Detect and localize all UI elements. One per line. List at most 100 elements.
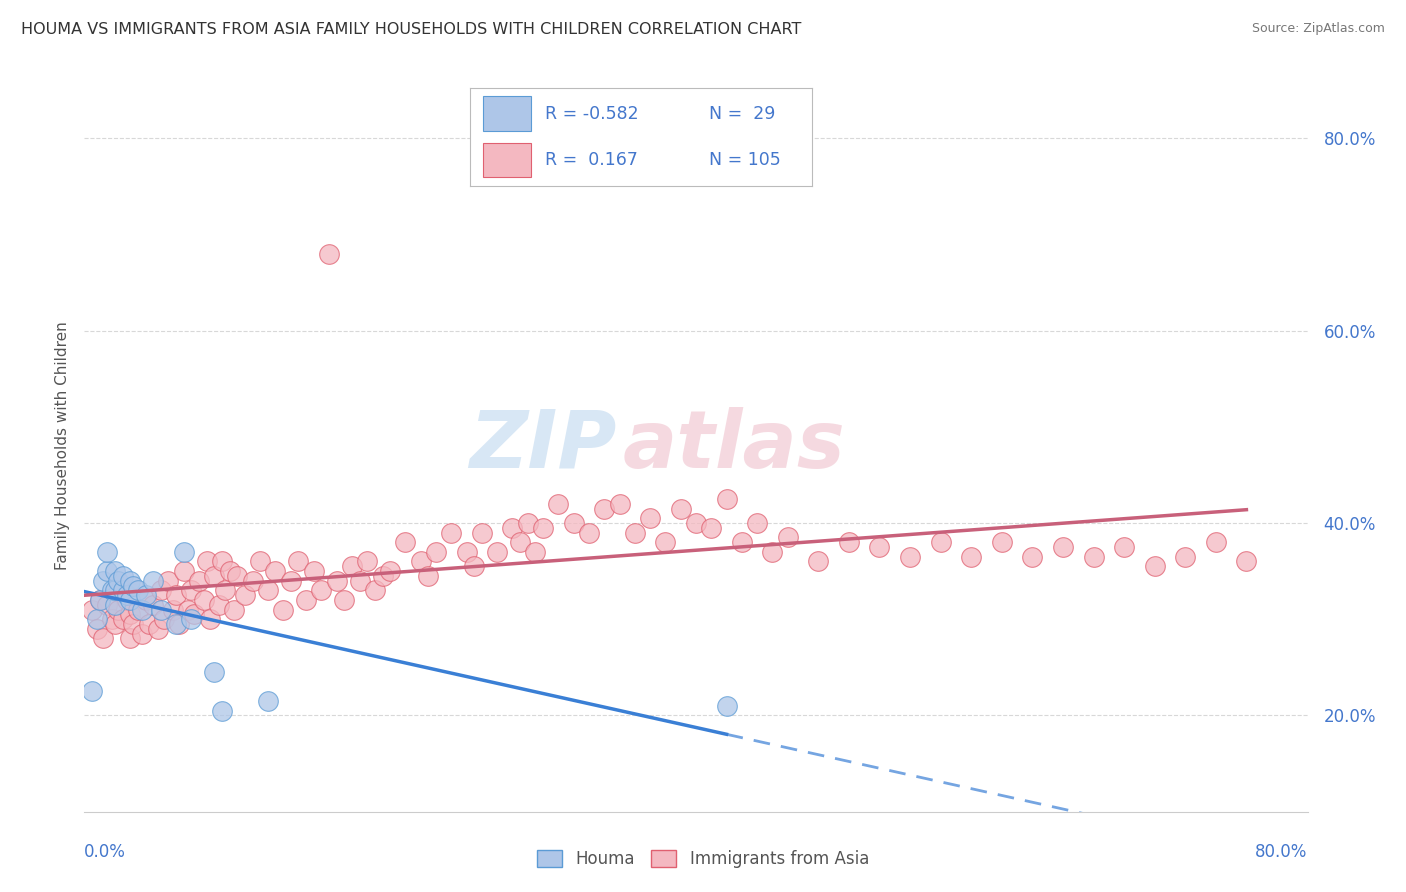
- Point: [142, 574, 165, 588]
- Point: [96, 545, 118, 559]
- Point: [167, 617, 190, 632]
- Point: [1234, 554, 1257, 568]
- Point: [122, 617, 145, 632]
- Text: 0.0%: 0.0%: [84, 843, 127, 861]
- Point: [685, 516, 707, 530]
- Point: [122, 578, 145, 592]
- Point: [214, 583, 236, 598]
- Point: [929, 535, 952, 549]
- Point: [1052, 540, 1074, 554]
- Point: [380, 564, 402, 578]
- Point: [340, 559, 363, 574]
- Point: [211, 554, 233, 568]
- Point: [1174, 549, 1197, 564]
- Point: [111, 583, 134, 598]
- Point: [162, 602, 184, 616]
- Point: [271, 602, 294, 616]
- Point: [509, 535, 531, 549]
- Point: [89, 593, 111, 607]
- Point: [669, 501, 692, 516]
- Point: [731, 535, 754, 549]
- Point: [120, 574, 142, 588]
- Point: [183, 607, 205, 622]
- Point: [807, 554, 830, 568]
- Point: [135, 588, 157, 602]
- Point: [295, 593, 318, 607]
- Point: [1114, 540, 1136, 554]
- Point: [257, 694, 280, 708]
- Point: [418, 569, 440, 583]
- Y-axis label: Family Households with Children: Family Households with Children: [55, 322, 70, 570]
- Point: [135, 593, 157, 607]
- Point: [104, 598, 127, 612]
- Point: [838, 535, 860, 549]
- Point: [180, 583, 202, 598]
- Point: [1205, 535, 1227, 549]
- Point: [761, 545, 783, 559]
- Point: [120, 607, 142, 622]
- Point: [96, 598, 118, 612]
- Point: [463, 559, 485, 574]
- Point: [226, 569, 249, 583]
- Point: [131, 626, 153, 640]
- Point: [120, 593, 142, 607]
- Point: [173, 564, 195, 578]
- Point: [193, 593, 215, 607]
- Point: [325, 574, 347, 588]
- Point: [195, 554, 218, 568]
- Point: [127, 583, 149, 598]
- Point: [311, 583, 333, 598]
- Point: [91, 574, 114, 588]
- Point: [869, 540, 891, 554]
- Point: [524, 545, 547, 559]
- Point: [364, 583, 387, 598]
- Point: [115, 588, 138, 602]
- Point: [486, 545, 509, 559]
- Point: [146, 622, 169, 636]
- Point: [456, 545, 478, 559]
- Point: [115, 593, 138, 607]
- Point: [654, 535, 676, 549]
- Point: [104, 583, 127, 598]
- Point: [188, 574, 211, 588]
- Point: [1143, 559, 1166, 574]
- Point: [173, 545, 195, 559]
- Point: [149, 583, 172, 598]
- Point: [80, 684, 103, 698]
- Point: [609, 497, 631, 511]
- Point: [149, 602, 172, 616]
- Text: ZIP: ZIP: [470, 407, 616, 485]
- Point: [96, 564, 118, 578]
- Point: [80, 602, 103, 616]
- Point: [349, 574, 371, 588]
- Point: [716, 491, 738, 506]
- Point: [578, 525, 600, 540]
- Text: Source: ZipAtlas.com: Source: ZipAtlas.com: [1251, 22, 1385, 36]
- Point: [104, 564, 127, 578]
- Point: [747, 516, 769, 530]
- Point: [356, 554, 378, 568]
- Point: [318, 246, 340, 260]
- Point: [547, 497, 569, 511]
- Point: [211, 704, 233, 718]
- Point: [1021, 549, 1043, 564]
- Point: [471, 525, 494, 540]
- Point: [202, 665, 225, 680]
- Point: [716, 698, 738, 713]
- Point: [89, 593, 111, 607]
- Point: [233, 588, 256, 602]
- Point: [104, 617, 127, 632]
- Legend: Houma, Immigrants from Asia: Houma, Immigrants from Asia: [530, 843, 876, 875]
- Point: [502, 521, 524, 535]
- Point: [425, 545, 447, 559]
- Point: [593, 501, 616, 516]
- Point: [165, 588, 187, 602]
- Point: [280, 574, 302, 588]
- Point: [898, 549, 921, 564]
- Point: [101, 612, 124, 626]
- Point: [264, 564, 287, 578]
- Point: [333, 593, 356, 607]
- Point: [165, 617, 187, 632]
- Point: [180, 612, 202, 626]
- Point: [157, 574, 180, 588]
